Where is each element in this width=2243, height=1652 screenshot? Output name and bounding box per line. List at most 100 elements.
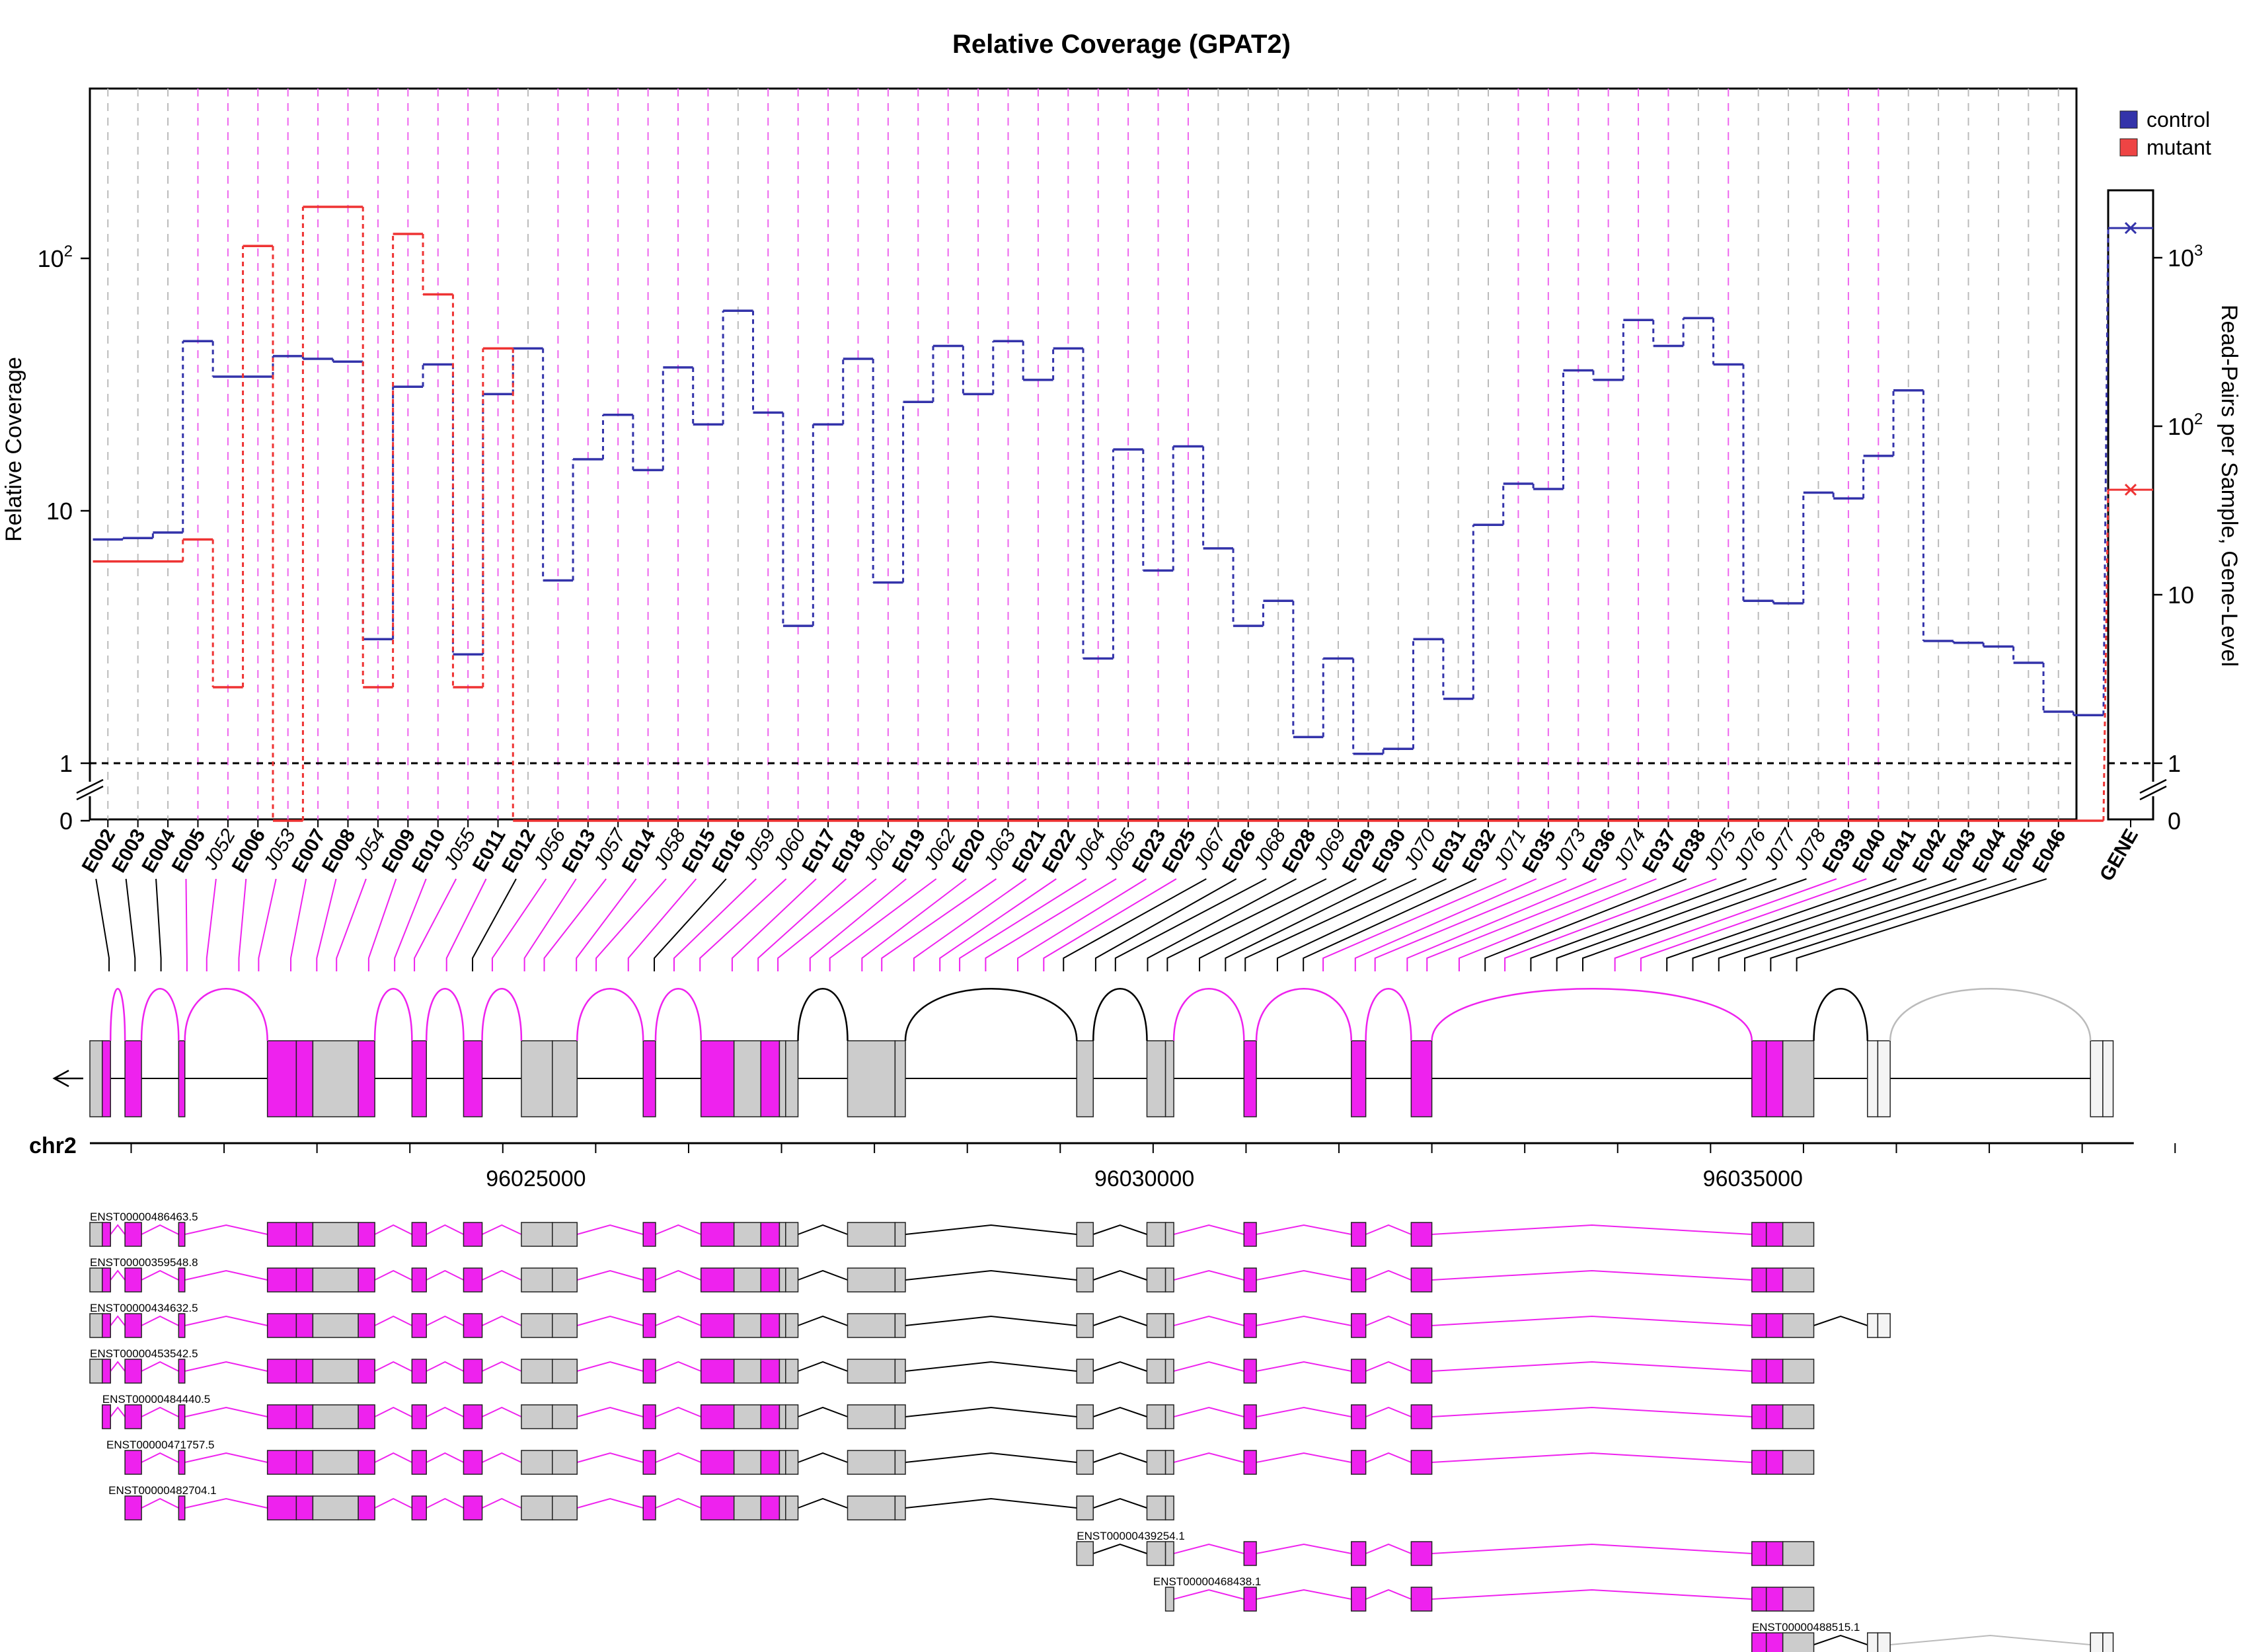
y-axis-label: Relative Coverage <box>1 357 26 542</box>
splice-junction <box>425 988 465 1041</box>
connector-J062 <box>829 878 937 971</box>
transcript-exon <box>1877 1313 1891 1338</box>
transcript-intron <box>426 1497 464 1509</box>
transcript-exon <box>178 1495 186 1521</box>
transcript-intron <box>374 1224 412 1235</box>
transcript-exon <box>1243 1267 1257 1293</box>
splice-junction <box>1431 988 1753 1041</box>
transcript-exon <box>295 1450 314 1475</box>
transcript-exon <box>760 1222 780 1247</box>
transcript-exon <box>552 1404 578 1429</box>
gene-exon <box>700 1040 735 1117</box>
transcript-exon <box>779 1359 786 1384</box>
mutant-gene-connector <box>2102 490 2110 821</box>
splice-junction <box>797 988 849 1041</box>
genomic-tick-label: 96025000 <box>486 1166 586 1191</box>
gene-exon <box>1076 1040 1094 1117</box>
connector-E032 <box>1303 878 1477 971</box>
axis-break-bg <box>77 782 103 796</box>
transcript-intron <box>1092 1315 1147 1326</box>
transcript-intron <box>374 1269 412 1281</box>
transcript-intron <box>141 1224 179 1235</box>
transcript-intron <box>110 1224 126 1235</box>
transcript-name: ENST00000359548.8 <box>90 1256 198 1269</box>
transcript-intron <box>482 1269 522 1281</box>
transcript-exon <box>785 1222 799 1247</box>
transcript-intron <box>482 1224 522 1235</box>
transcript-exon <box>312 1313 359 1338</box>
transcript-exon <box>1765 1222 1784 1247</box>
connector-E019 <box>809 878 907 971</box>
transcript-intron <box>426 1269 464 1281</box>
transcript-exon <box>1751 1313 1767 1338</box>
transcript-intron <box>141 1497 179 1509</box>
transcript-exon <box>552 1495 578 1521</box>
transcript-exon <box>733 1359 762 1384</box>
connector-E015 <box>627 878 697 971</box>
transcript-name: ENST00000471757.5 <box>106 1439 215 1451</box>
transcript-exon <box>700 1359 735 1384</box>
splice-junction <box>1365 988 1412 1041</box>
transcript-exon <box>1351 1359 1367 1384</box>
splice-junction <box>654 988 702 1041</box>
connector-E023 <box>1017 878 1147 971</box>
transcript-intron <box>1173 1452 1244 1463</box>
transcript-exon <box>178 1404 186 1429</box>
transcript-exon <box>89 1359 103 1384</box>
transcript-intron <box>655 1269 702 1281</box>
splice-junction <box>481 988 523 1041</box>
transcript-exon <box>1410 1587 1433 1612</box>
transcript-intron <box>1365 1452 1412 1463</box>
connector-J073 <box>1374 878 1567 971</box>
transcript-exon <box>642 1404 656 1429</box>
transcript-exon <box>358 1359 375 1384</box>
transcript-exon <box>700 1313 735 1338</box>
transcript-exon <box>1782 1632 1815 1652</box>
transcript-exon <box>1146 1359 1166 1384</box>
connector-E003 <box>125 878 136 971</box>
transcript-exon <box>1076 1222 1094 1247</box>
transcript-exon <box>521 1495 553 1521</box>
gene-exon <box>1877 1040 1891 1117</box>
transcript-exon <box>642 1222 656 1247</box>
connector-E037 <box>1458 878 1657 971</box>
transcript-exon <box>1164 1495 1174 1521</box>
transcript-intron <box>655 1452 702 1463</box>
transcript-exon <box>1751 1222 1767 1247</box>
transcript-exon <box>266 1495 297 1521</box>
transcript-exon <box>411 1222 427 1247</box>
transcript-exon <box>847 1359 896 1384</box>
axis-break-bg <box>2140 782 2166 796</box>
transcript-exon <box>1146 1267 1166 1293</box>
legend: control mutant <box>2119 108 2211 159</box>
transcript-exon <box>760 1495 780 1521</box>
transcript-intron <box>110 1269 126 1281</box>
transcript-intron <box>1431 1224 1752 1235</box>
transcript-intron <box>576 1452 644 1463</box>
transcript-exon <box>124 1359 142 1384</box>
transcript-exon <box>1351 1313 1367 1338</box>
gene-exon <box>101 1040 111 1117</box>
transcript-intron <box>655 1224 702 1235</box>
transcript-exon <box>733 1404 762 1429</box>
transcript-exon <box>642 1359 656 1384</box>
transcript-intron <box>426 1452 464 1463</box>
transcript-exon <box>779 1450 786 1475</box>
transcript-exon <box>1765 1632 1784 1652</box>
gene-exon <box>1867 1040 1879 1117</box>
transcript-name: ENST00000484440.5 <box>102 1393 211 1406</box>
transcript-exon <box>295 1495 314 1521</box>
connector-E022 <box>939 878 1057 971</box>
gene-level-panel: 1 10 102 103 0 <box>2102 189 2203 835</box>
transcript-exon <box>124 1222 142 1247</box>
transcript-exon <box>1146 1450 1166 1475</box>
splice-junction <box>184 988 268 1041</box>
transcript-exon <box>312 1450 359 1475</box>
transcript-exon <box>1751 1450 1767 1475</box>
transcript-intron <box>184 1452 268 1463</box>
transcript-exon <box>358 1222 375 1247</box>
transcript-intron <box>1173 1224 1244 1235</box>
transcript-exon <box>1164 1404 1174 1429</box>
transcript-intron <box>1365 1406 1412 1417</box>
transcript-intron <box>798 1497 848 1509</box>
